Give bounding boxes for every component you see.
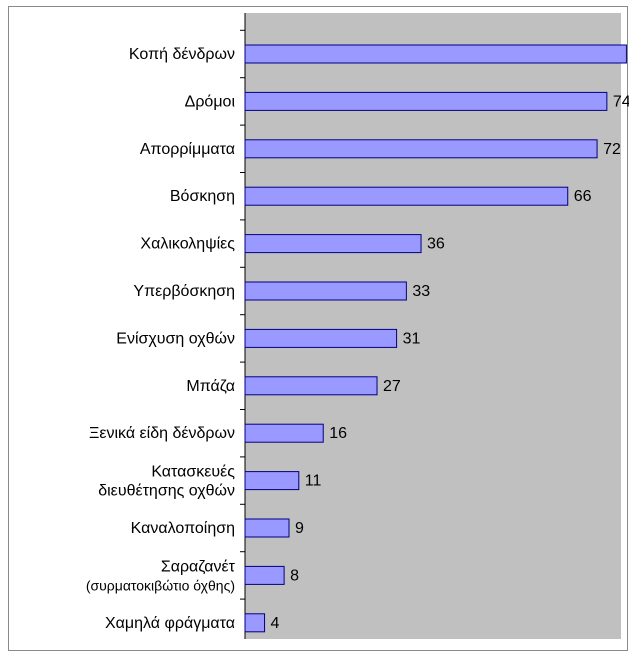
data-labels: 78747266363331271611984 — [271, 93, 629, 632]
category-label: Ξενικά είδη δένδρων — [89, 425, 235, 442]
plot-area — [245, 13, 621, 639]
category-label: Κατασκευές διευθέτησης οχθών — [98, 464, 235, 500]
bar — [244, 613, 266, 633]
bar — [244, 281, 407, 301]
chart-frame: Κοπή δένδρων Δρόμοι Απορρίμματα Βόσκηση Χαλι… — [8, 6, 629, 651]
category-label: Ενίσχυση οχθών — [116, 330, 235, 347]
data-label: 9 — [295, 520, 304, 537]
category-ticks — [240, 29, 245, 600]
data-label: 31 — [403, 330, 421, 347]
bar — [244, 518, 290, 538]
category-label: Βόσκηση — [170, 188, 235, 205]
bar — [244, 91, 608, 111]
bars — [244, 44, 627, 633]
data-label: 8 — [290, 567, 299, 584]
bar — [244, 565, 285, 585]
data-label: 4 — [271, 615, 280, 632]
bar — [244, 186, 569, 206]
bar — [244, 234, 422, 254]
data-label: 72 — [603, 141, 621, 158]
category-label: Μπάζα — [186, 378, 235, 395]
category-label: Κοπή δένδρων — [129, 46, 235, 63]
bar — [244, 471, 300, 491]
data-label: 66 — [574, 188, 592, 205]
category-labels: Κοπή δένδρων Δρόμοι Απορρίμματα Βόσκηση Χαλι… — [86, 46, 236, 632]
data-label: 74 — [613, 93, 629, 110]
bar — [244, 139, 598, 159]
category-label: Δρόμοι — [185, 93, 236, 110]
data-label: 27 — [383, 378, 401, 395]
data-label: 33 — [412, 283, 430, 300]
category-label: Χαλικοληψίες — [140, 236, 235, 253]
data-label: 16 — [329, 425, 347, 442]
bar — [244, 423, 324, 443]
data-label: 11 — [305, 473, 322, 490]
bar — [244, 328, 398, 348]
bar — [244, 376, 378, 396]
data-label: 36 — [427, 236, 445, 253]
bar-chart: Κοπή δένδρων Δρόμοι Απορρίμματα Βόσκηση Χαλι… — [86, 13, 629, 639]
bar — [244, 44, 627, 64]
category-label: Σαραζανέτ (συρματοκιβώτιο όχθης) — [86, 558, 236, 593]
category-label: Απορρίμματα — [140, 141, 235, 158]
category-label: Υπερβόσκηση — [133, 283, 235, 300]
category-label: Καναλοποίηση — [131, 520, 235, 537]
category-label: Χαμηλά φράγματα — [105, 615, 235, 632]
